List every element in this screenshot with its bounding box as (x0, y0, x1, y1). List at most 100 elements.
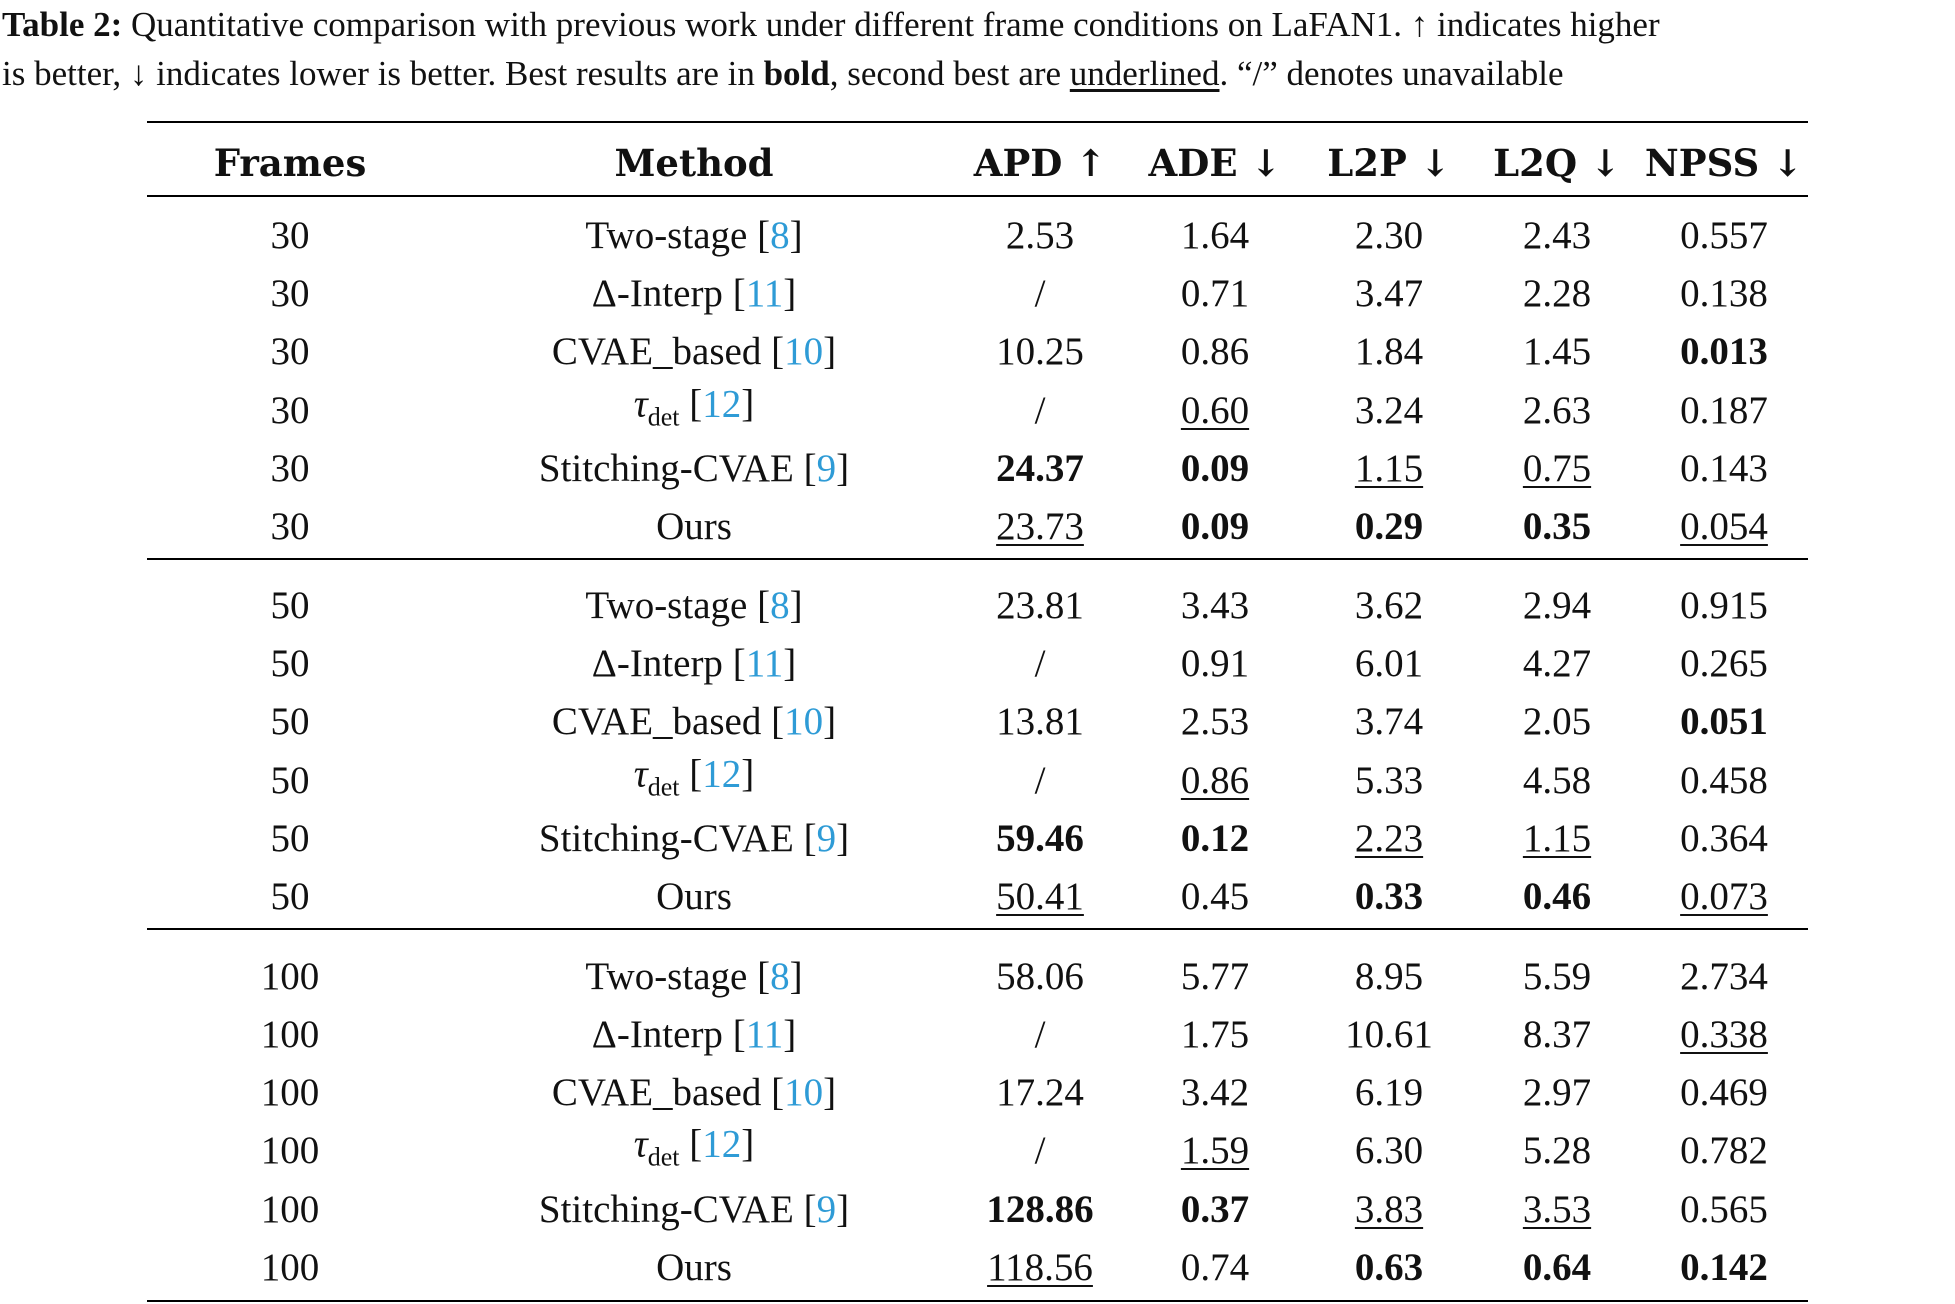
cell-l2p: 3.83 (1355, 1188, 1423, 1232)
cell-l2p: 2.23 (1355, 817, 1423, 861)
citation-link[interactable]: 9 (816, 447, 837, 490)
value-npss: 0.458 (1680, 759, 1768, 802)
cell-npss: 0.265 (1680, 642, 1768, 686)
citation-link[interactable]: 11 (745, 1013, 784, 1056)
value-l2p: 3.47 (1354, 272, 1424, 315)
citation-link[interactable]: 9 (816, 1188, 837, 1231)
value-apd: / (1034, 759, 1046, 802)
citation-link[interactable]: 12 (702, 752, 742, 796)
cell-apd: 24.37 (996, 447, 1084, 491)
cell-npss: 0.143 (1680, 447, 1768, 491)
value-npss: 0.143 (1680, 447, 1768, 490)
value-ade: 0.09 (1180, 447, 1250, 490)
cell-l2p: 3.74 (1355, 700, 1423, 744)
header-frames: Frames (213, 141, 367, 185)
header-l2q: L2Q ↓ (1493, 141, 1621, 185)
value-l2p: 3.74 (1354, 700, 1424, 743)
value-frames: 30 (270, 214, 310, 257)
method-name: τ (633, 382, 648, 426)
value-npss: 0.565 (1680, 1188, 1768, 1231)
value-apd: 2.53 (1005, 214, 1075, 257)
citation-link[interactable]: 9 (816, 817, 837, 860)
citation-link[interactable]: 8 (770, 214, 790, 257)
value-ade: 3.43 (1180, 584, 1250, 627)
value-ade: 1.75 (1180, 1013, 1250, 1056)
cell-apd: 13.81 (996, 700, 1084, 744)
cell-frames: 50 (271, 817, 310, 861)
cell-apd: / (1035, 272, 1046, 316)
value-frames: 30 (270, 330, 310, 373)
cell-frames: 30 (271, 505, 310, 549)
cell-l2p: 3.24 (1355, 389, 1423, 433)
value-l2q: 4.58 (1522, 759, 1592, 802)
value-l2q: 8.37 (1522, 1013, 1592, 1056)
value-frames: 50 (270, 584, 310, 627)
value-npss: 0.013 (1680, 330, 1768, 373)
value-l2p: 3.62 (1354, 584, 1424, 627)
cell-method: CVAE_based [10] (551, 700, 837, 743)
header-l2p: L2P ↓ (1327, 141, 1451, 185)
cell-ade: 1.59 (1181, 1129, 1249, 1173)
cell-ade: 0.86 (1181, 759, 1249, 803)
value-l2p: 5.33 (1354, 759, 1424, 802)
value-frames: 30 (270, 389, 310, 432)
cell-ade: 0.60 (1181, 389, 1249, 433)
cell-l2p: 6.19 (1355, 1071, 1423, 1115)
cell-ade: 2.53 (1181, 700, 1249, 744)
cell-ade: 0.86 (1181, 330, 1249, 374)
cell-npss: 0.051 (1680, 700, 1768, 744)
cell-npss: 0.915 (1680, 584, 1768, 628)
cell-method: Stitching-CVAE [9] (538, 1188, 850, 1231)
citation-link[interactable]: 12 (702, 1122, 742, 1166)
value-ade: 0.37 (1180, 1188, 1250, 1231)
cell-ade: 1.75 (1181, 1013, 1249, 1057)
cell-ade: 0.09 (1181, 447, 1249, 491)
citation-link[interactable]: 11 (745, 642, 784, 685)
citation-link[interactable]: 11 (745, 272, 784, 315)
caption-text-2b: , second best are (829, 54, 1070, 93)
value-ade: 1.64 (1180, 214, 1250, 257)
cell-apd: 59.46 (996, 817, 1084, 861)
method-name: Δ-Interp (591, 1013, 723, 1056)
value-apd: 23.81 (996, 584, 1084, 627)
cell-npss: 0.782 (1680, 1129, 1768, 1173)
cell-l2q: 4.27 (1523, 642, 1591, 686)
value-npss: 0.073 (1680, 875, 1768, 918)
cell-frames: 100 (261, 1246, 320, 1290)
value-ade: 0.60 (1180, 389, 1250, 432)
value-l2q: 3.53 (1522, 1188, 1592, 1231)
method-name: CVAE_based (551, 700, 762, 743)
caption-text-2c: . “/” denotes unavailable (1219, 54, 1564, 93)
cell-l2p: 1.15 (1355, 447, 1423, 491)
cell-npss: 0.013 (1680, 330, 1768, 374)
citation-link[interactable]: 10 (784, 700, 824, 743)
value-npss: 0.469 (1680, 1071, 1768, 1114)
cell-ade: 0.09 (1181, 505, 1249, 549)
value-ade: 0.71 (1180, 272, 1250, 315)
citation-link[interactable]: 8 (770, 955, 790, 998)
citation-link[interactable]: 12 (702, 382, 742, 426)
method-subscript: det (647, 402, 680, 432)
value-frames: 50 (270, 817, 310, 860)
cell-apd: 10.25 (996, 330, 1084, 374)
cell-l2p: 2.30 (1355, 214, 1423, 258)
value-l2q: 0.75 (1522, 447, 1592, 490)
cell-ade: 5.77 (1181, 955, 1249, 999)
value-apd: 23.73 (996, 505, 1084, 548)
value-ade: 0.45 (1180, 875, 1250, 918)
value-frames: 100 (260, 1071, 320, 1114)
method-subscript: det (647, 1142, 680, 1172)
cell-npss: 0.338 (1680, 1013, 1768, 1057)
citation-link[interactable]: 8 (770, 584, 790, 627)
value-frames: 50 (270, 759, 310, 802)
cell-apd: 23.73 (996, 505, 1084, 549)
value-apd: / (1034, 642, 1046, 685)
value-l2q: 4.27 (1522, 642, 1592, 685)
citation-link[interactable]: 10 (784, 1071, 824, 1114)
table-caption: Table 2: Quantitative comparison with pr… (2, 0, 1952, 98)
method-name: Ours (656, 505, 732, 548)
cell-l2q: 2.05 (1523, 700, 1591, 744)
value-ade: 0.86 (1180, 330, 1250, 373)
citation-link[interactable]: 10 (784, 330, 824, 373)
cell-method: Stitching-CVAE [9] (538, 817, 850, 860)
